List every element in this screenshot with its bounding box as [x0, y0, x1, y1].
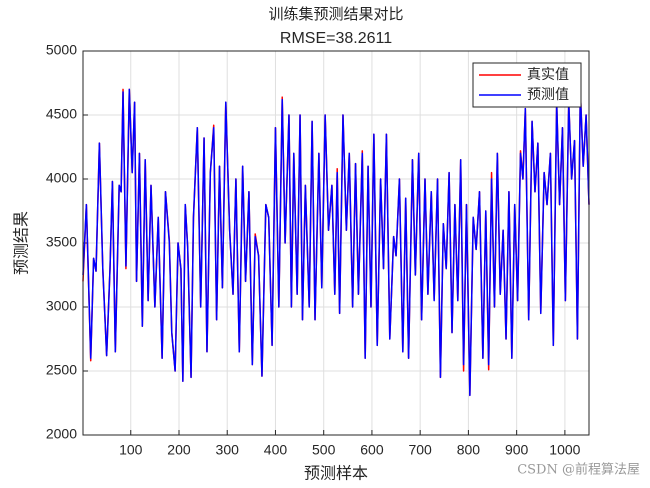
y-tick-label: 3500 [46, 234, 77, 250]
x-tick-label: 200 [167, 442, 191, 458]
legend-label: 真实值 [527, 67, 569, 83]
x-tick-label: 900 [505, 442, 529, 458]
legend-box [472, 62, 582, 108]
y-tick-label: 2000 [46, 426, 77, 442]
chart-title: 训练集预测结果对比 [268, 5, 403, 23]
y-tick-label: 4000 [46, 170, 77, 186]
y-tick-label: 5000 [46, 42, 77, 58]
x-tick-label: 400 [264, 442, 288, 458]
y-tick-label: 3000 [46, 298, 77, 314]
x-tick-label: 700 [408, 442, 432, 458]
x-tick-label: 500 [312, 442, 336, 458]
x-axis-label: 预测样本 [304, 464, 368, 483]
x-tick-label: 300 [216, 442, 240, 458]
x-tick-label: 100 [119, 442, 143, 458]
y-axis-label: 预测结果 [12, 211, 31, 275]
legend-label: 预测值 [527, 87, 569, 103]
x-tick-label: 1000 [549, 442, 580, 458]
axes-box [82, 50, 590, 436]
y-tick-label: 2500 [46, 362, 77, 378]
y-tick-label: 4500 [46, 106, 77, 122]
x-tick-label: 800 [457, 442, 481, 458]
watermark: CSDN @前程算法屋 [517, 462, 640, 478]
series-line [82, 88, 590, 397]
chart-subtitle: RMSE=38.2611 [280, 30, 392, 47]
x-tick-label: 600 [360, 442, 384, 458]
